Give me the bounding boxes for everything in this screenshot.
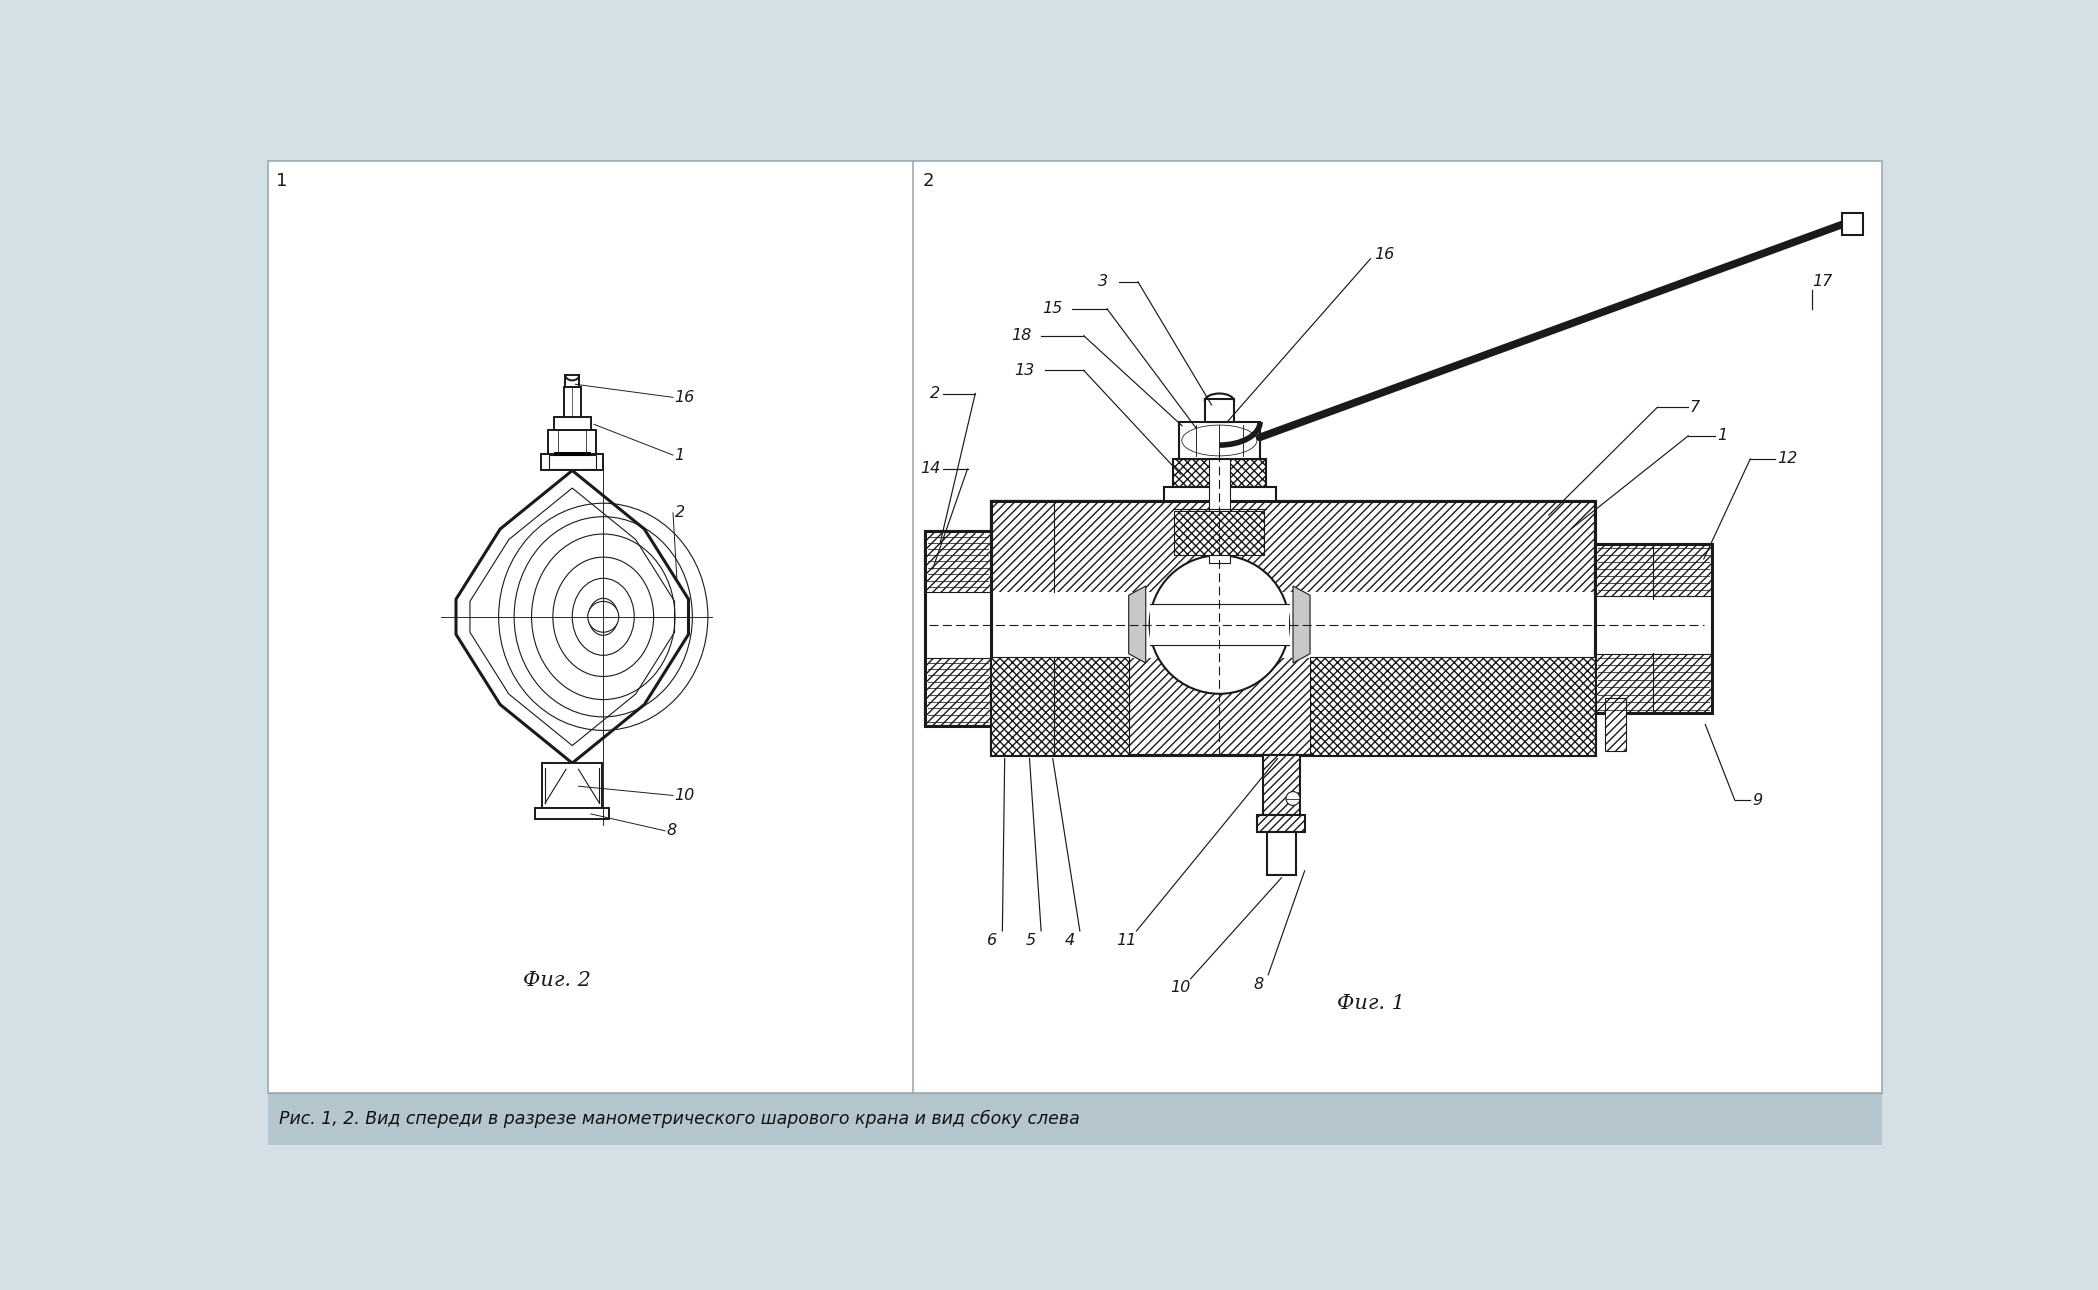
Bar (990, 657, 1594, 756)
Bar (925, 530, 990, 726)
Text: Рис. 1, 2. Вид спереди в разрезе манометрического шарового крана и вид сбоку сле: Рис. 1, 2. Вид спереди в разрезе маномет… (279, 1109, 1080, 1127)
Bar (554, 417, 592, 431)
Bar (1263, 756, 1301, 815)
Bar (1594, 596, 1712, 654)
Polygon shape (1292, 586, 1309, 663)
Bar (990, 657, 1594, 756)
Bar (1179, 422, 1261, 459)
Text: 3: 3 (1099, 275, 1108, 289)
Text: 1: 1 (676, 448, 684, 463)
Text: 14: 14 (921, 462, 940, 476)
Bar (1594, 653, 1712, 713)
Text: 5: 5 (1026, 933, 1036, 948)
Bar (1309, 657, 1594, 756)
Text: 15: 15 (1043, 302, 1062, 316)
Text: 8: 8 (1253, 977, 1263, 992)
Bar (925, 592, 990, 658)
Bar (541, 764, 602, 808)
Bar (990, 657, 1129, 756)
Bar (1164, 488, 1276, 502)
Bar (1594, 543, 1712, 599)
Bar (990, 502, 1594, 756)
Bar (550, 455, 596, 470)
Text: 1: 1 (1718, 428, 1729, 444)
Text: 2: 2 (929, 386, 940, 401)
Bar (1175, 511, 1265, 555)
Bar (1842, 213, 1863, 235)
Text: 10: 10 (1171, 980, 1192, 996)
Text: Фиг. 1: Фиг. 1 (1336, 995, 1404, 1013)
Text: 9: 9 (1752, 792, 1762, 808)
Bar (1594, 543, 1712, 713)
Text: 17: 17 (1813, 275, 1832, 289)
Bar (548, 431, 596, 454)
Text: 13: 13 (1015, 362, 1034, 378)
Text: 2: 2 (676, 506, 684, 520)
Bar (990, 657, 1129, 756)
Bar (1208, 459, 1229, 562)
Bar (1204, 399, 1234, 422)
Bar (1605, 698, 1626, 751)
Bar (1173, 459, 1265, 502)
Text: 18: 18 (1011, 328, 1030, 343)
Bar (1257, 815, 1305, 832)
Text: 7: 7 (1689, 400, 1699, 415)
Text: 2: 2 (923, 172, 934, 190)
Bar (554, 451, 592, 455)
Circle shape (1150, 555, 1288, 694)
Bar (990, 502, 1594, 756)
Bar (990, 502, 1221, 599)
Polygon shape (455, 471, 688, 764)
Text: 10: 10 (676, 788, 694, 802)
Text: Фиг. 2: Фиг. 2 (522, 971, 592, 989)
Text: 16: 16 (676, 390, 694, 405)
Text: 16: 16 (1374, 248, 1395, 262)
Bar (1309, 657, 1594, 756)
Bar (269, 1093, 1882, 1146)
Bar (925, 657, 990, 726)
Circle shape (587, 601, 619, 632)
Bar (564, 375, 579, 387)
Bar (990, 502, 1594, 595)
Text: 11: 11 (1116, 933, 1137, 948)
Text: 12: 12 (1777, 451, 1798, 467)
Text: 4: 4 (1066, 933, 1074, 948)
Bar (990, 502, 1594, 595)
Bar (535, 808, 608, 819)
Text: 1: 1 (277, 172, 287, 190)
Bar (1267, 832, 1297, 875)
Polygon shape (1129, 586, 1146, 663)
Text: 6: 6 (988, 933, 997, 948)
Bar (925, 530, 990, 595)
Bar (541, 454, 604, 471)
Bar (990, 592, 1594, 658)
Bar (564, 387, 581, 417)
Bar (1150, 604, 1288, 646)
Circle shape (1286, 792, 1301, 805)
Text: 8: 8 (667, 823, 678, 838)
